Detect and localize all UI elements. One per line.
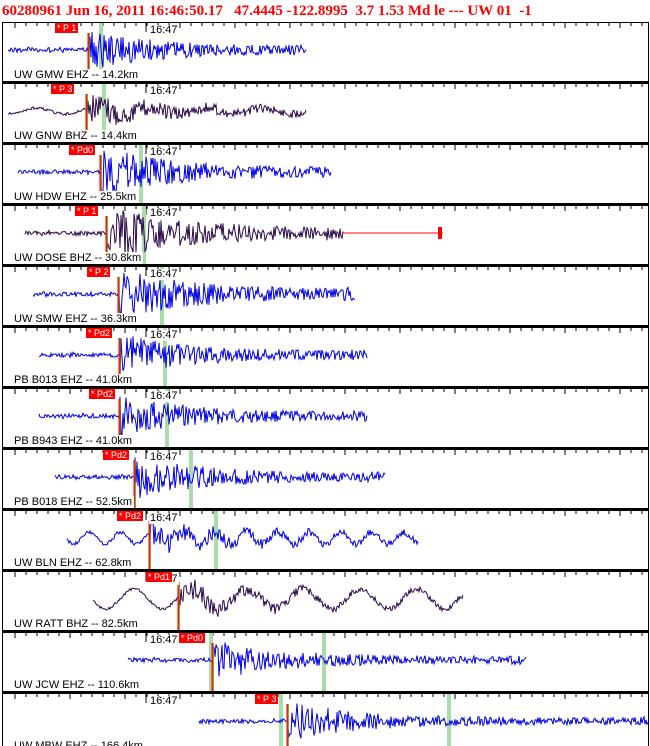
pick-label[interactable]: * P 1 [75, 206, 99, 216]
waveform-trace [66, 519, 419, 553]
phase-marker [102, 84, 106, 142]
phase-marker [165, 389, 169, 447]
waveform-plot [14, 511, 643, 569]
phase-marker [160, 267, 164, 325]
phase-marker [322, 633, 326, 691]
trace-panels: 16:47 * P 1 UW GMW EHZ -- 14.2km 16:47 * P 3… [0, 22, 650, 746]
clip-marker [438, 227, 442, 239]
trace-panel[interactable]: 16:47 * Pd2 PB B013 EHZ -- 41.0km [2, 327, 649, 388]
waveform-trace [38, 336, 368, 377]
waveform-trace [198, 703, 648, 739]
pick-label[interactable]: * Pd0 [179, 633, 206, 643]
station-label: UW JCW EHZ -- 110.6km [12, 679, 142, 691]
event-header: 60280961 Jun 16, 2011 16:46:50.17 47.444… [2, 3, 532, 19]
trace-panel[interactable]: 16:47 * P 1 UW DOSE BHZ -- 30.8km [2, 205, 649, 266]
trace-panel[interactable]: 16:47 * Pd2 PB B018 EHZ -- 52.5km [2, 449, 649, 510]
station-label: UW DOSE BHZ -- 30.8km [12, 252, 144, 264]
waveform-trace [54, 457, 386, 498]
pick-label[interactable]: * Pd2 [117, 511, 144, 521]
trace-panel[interactable]: 16:47 * Pd0 UW HDW EHZ -- 25.5km [2, 144, 649, 205]
pick-label[interactable]: * P 3 [255, 694, 279, 704]
waveform-plot [14, 328, 643, 386]
waveform-trace [24, 210, 344, 257]
time-label: 16:47 [149, 329, 179, 341]
station-label: PB B943 EHZ -- 41.0km [12, 435, 134, 447]
waveform-trace [92, 579, 464, 617]
trace-panel[interactable]: 16:47 * P 2 UW SMW EHZ -- 36.3km [2, 266, 649, 327]
pick-label[interactable]: * P 1 [55, 23, 79, 33]
pick-label[interactable]: * Pd2 [103, 450, 130, 460]
pick-label[interactable]: * P 3 [51, 84, 75, 94]
waveform-trace [32, 272, 356, 317]
time-label: 16:47 [149, 85, 179, 97]
waveform-trace [7, 95, 307, 126]
station-label: UW GNW BHZ -- 14.4km [12, 130, 139, 142]
pick-label[interactable]: * Pd0 [69, 145, 96, 155]
waveform-plot [14, 572, 643, 630]
trace-panel[interactable]: 16:47 * Pd0 UW JCW EHZ -- 110.6km [2, 632, 649, 693]
pick-label[interactable]: * Pd2 [89, 389, 116, 399]
trace-panel[interactable]: 16:47 * P 1 UW GMW EHZ -- 14.2km [2, 22, 649, 83]
phase-marker [447, 694, 451, 746]
waveform-plot [14, 267, 643, 325]
station-label: UW RATT BHZ -- 82.5km [12, 618, 140, 630]
phase-marker [189, 450, 193, 508]
station-label: PB B013 EHZ -- 41.0km [12, 374, 134, 386]
waveform-trace [17, 150, 332, 197]
waveform-plot [14, 389, 643, 447]
phase-marker [209, 633, 213, 691]
pick-label[interactable]: * Pd2 [86, 328, 113, 338]
time-label: 16:47 [149, 390, 179, 402]
pick-label[interactable]: * Pd1 [146, 572, 173, 582]
waveform-plot [14, 694, 648, 746]
time-label: 16:47 [149, 207, 179, 219]
station-label: UW MBW EHZ -- 166.4km [12, 740, 145, 746]
waveform-plot [14, 450, 643, 508]
trace-panel[interactable]: 16:47 * P 3 UW GNW BHZ -- 14.4km [2, 83, 649, 144]
station-label: UW HDW EHZ -- 25.5km [12, 191, 139, 203]
station-label: UW SMW EHZ -- 36.3km [12, 313, 139, 325]
trace-panel[interactable]: 16:47 * P 3 UW MBW EHZ -- 166.4km [2, 693, 649, 746]
station-label: UW GMW EHZ -- 14.2km [12, 69, 141, 81]
waveform-trace [38, 396, 368, 436]
trace-panel[interactable]: 16:47 * Pd2 PB B943 EHZ -- 41.0km [2, 388, 649, 449]
pick-label[interactable]: * P 2 [87, 267, 111, 277]
time-label: 16:47 [149, 268, 179, 280]
waveform-plot [14, 633, 643, 691]
time-label: 16:47 [149, 634, 179, 646]
time-label: 16:47 [149, 695, 179, 707]
waveform-trace [7, 31, 307, 68]
station-label: UW BLN EHZ -- 62.8km [12, 557, 134, 569]
waveform-plot [14, 206, 643, 264]
time-label: 16:47 [149, 512, 179, 524]
phase-marker [214, 511, 218, 569]
time-label: 16:47 [149, 146, 179, 158]
station-label: PB B018 EHZ -- 52.5km [12, 496, 134, 508]
trace-panel[interactable]: 16:47 * Pd2 UW BLN EHZ -- 62.8km [2, 510, 649, 571]
waveform-trace [127, 642, 527, 677]
time-label: 16:47 [149, 24, 179, 36]
time-label: 16:47 [149, 451, 179, 463]
